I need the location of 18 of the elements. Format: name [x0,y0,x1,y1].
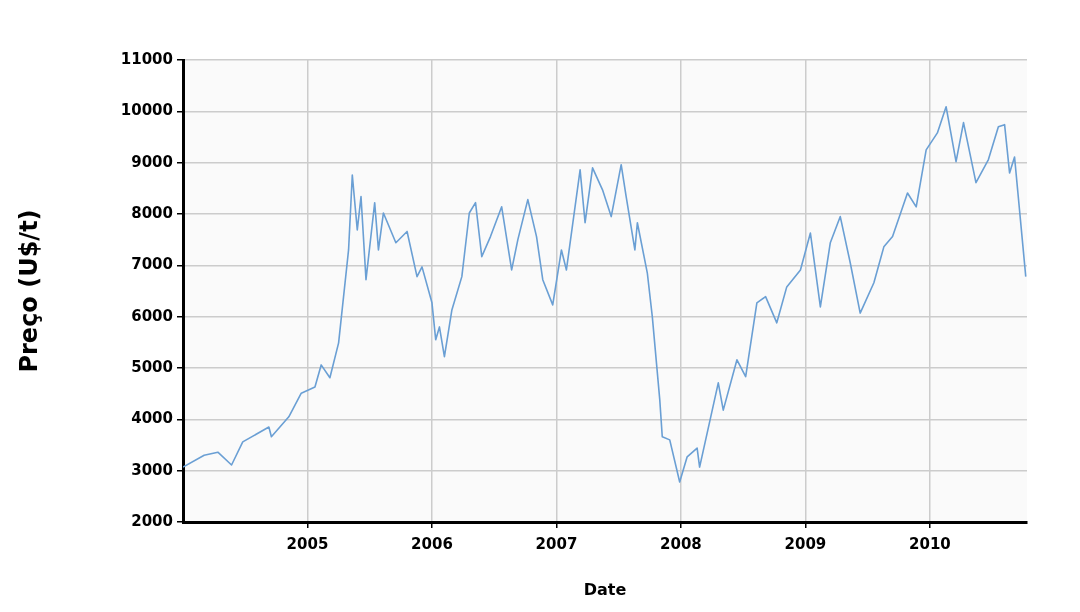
y-axis-title: Preço (U$/t) [14,209,43,373]
y-tick-label: 6000 [131,306,173,325]
y-tick-label: 4000 [131,409,173,428]
y-tick-label: 7000 [131,255,173,274]
y-tick-label: 5000 [131,357,173,376]
x-tick-label: 2005 [286,534,329,553]
x-tick-label: 2008 [660,534,702,553]
x-axis-title: Date [583,579,627,599]
x-tick-label: 2009 [784,534,827,553]
y-tick-label: 9000 [131,152,173,171]
y-tick-label: 2000 [131,511,173,530]
y-tick-label: 11000 [120,49,173,68]
y-tick-label: 10000 [120,101,173,120]
y-tick-label: 3000 [131,460,173,479]
x-tick-label: 2006 [411,534,453,553]
x-tick-label: 2007 [535,534,578,553]
x-tick-label: 2010 [909,534,951,553]
y-tick-label: 8000 [131,203,173,222]
